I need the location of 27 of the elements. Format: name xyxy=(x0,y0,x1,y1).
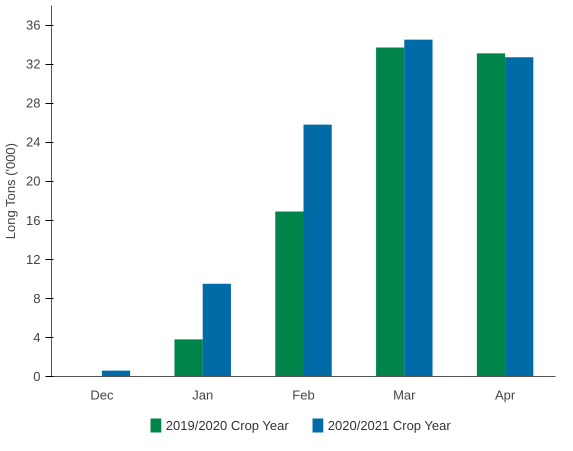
y-tick-label: 12 xyxy=(26,252,41,267)
legend-label: 2020/2021 Crop Year xyxy=(328,418,452,433)
bar xyxy=(476,53,506,376)
bar xyxy=(505,57,534,376)
y-tick-label: 4 xyxy=(33,330,41,345)
y-axis-title: Long Tons ('000) xyxy=(3,143,18,240)
bar xyxy=(376,47,404,376)
x-tick-label: Dec xyxy=(90,388,114,402)
y-tick-label: 24 xyxy=(26,134,41,150)
y-tick-label: 0 xyxy=(33,369,41,384)
y-tick-label: 28 xyxy=(26,96,41,111)
bar xyxy=(174,339,203,376)
y-tick-label: 8 xyxy=(33,290,41,306)
y-tick-label: 16 xyxy=(26,212,41,228)
bar xyxy=(102,370,130,376)
y-tick-label: 32 xyxy=(26,56,41,72)
bar xyxy=(275,212,304,376)
bar xyxy=(404,40,433,376)
x-tick-label: Jan xyxy=(192,388,214,402)
bar xyxy=(304,124,332,376)
y-tick-label: 36 xyxy=(26,18,41,33)
x-tick-label: Apr xyxy=(494,388,516,402)
legend-label: 2019/2020 Crop Year xyxy=(166,418,290,433)
x-tick-label: Feb xyxy=(292,388,315,402)
bar xyxy=(202,284,231,376)
y-tick-label: 20 xyxy=(26,174,41,189)
x-tick-label: Mar xyxy=(393,388,416,402)
